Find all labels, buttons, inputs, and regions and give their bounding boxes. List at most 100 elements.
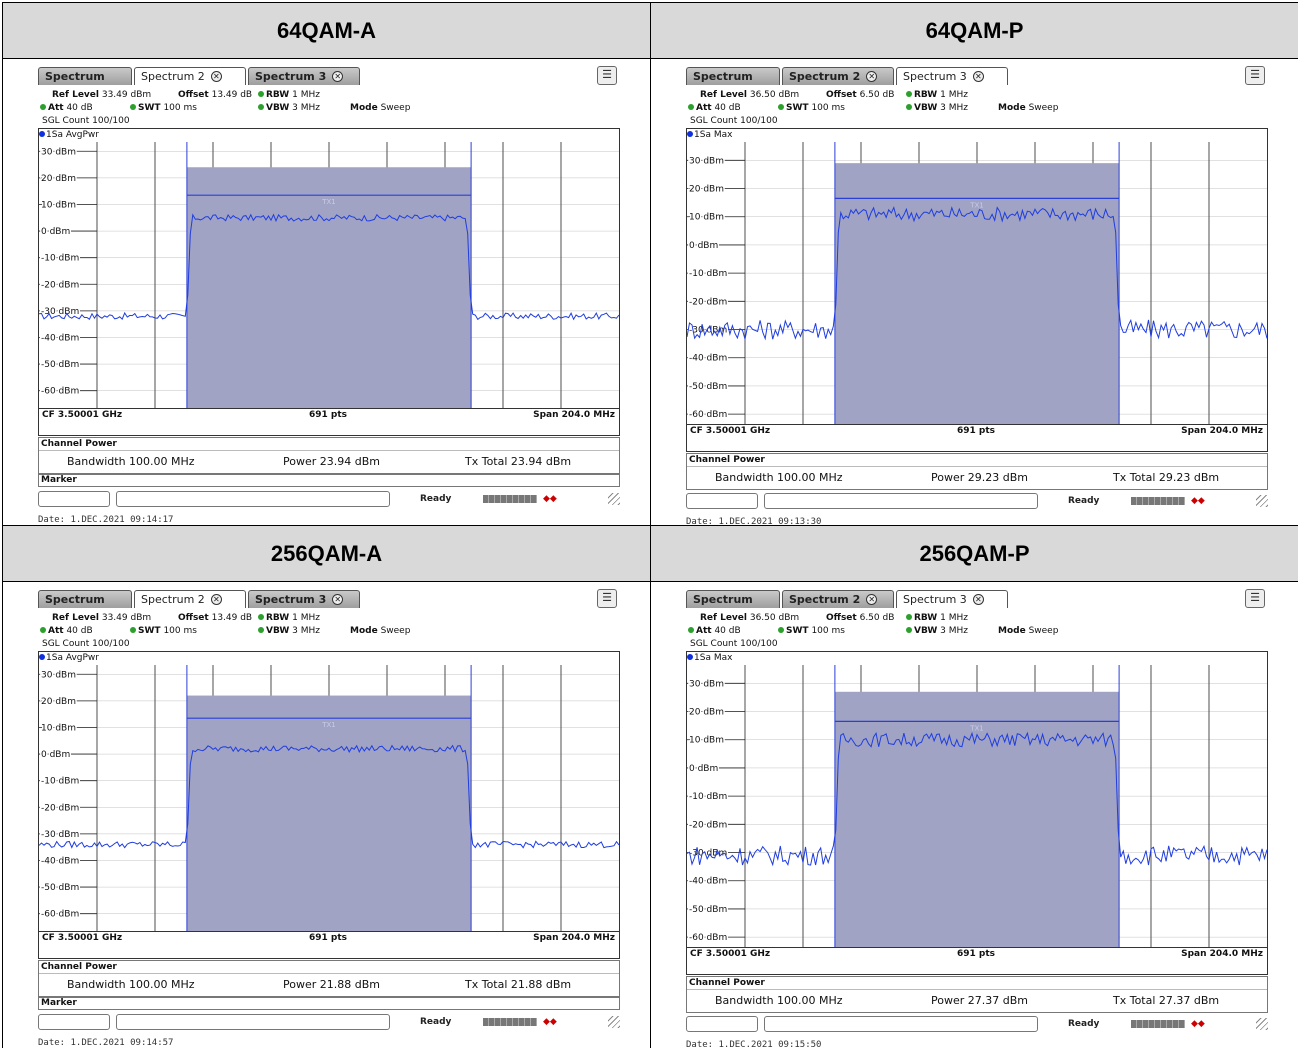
- input-field-left[interactable]: [686, 493, 758, 509]
- resize-grip-icon[interactable]: [608, 493, 620, 505]
- tab-label: Spectrum: [45, 69, 105, 83]
- input-field-main[interactable]: [116, 1014, 390, 1030]
- rbw: RBW 1 MHz: [258, 612, 320, 624]
- tab-spectrum-2[interactable]: Spectrum 2 ✕: [782, 590, 894, 608]
- close-icon[interactable]: ✕: [210, 594, 222, 605]
- measurement-settings: Ref Level 36.50 dBm Offset 6.50 dB RBW 1 M…: [686, 612, 1266, 651]
- sgl-count: SGL Count 100/100: [42, 639, 130, 649]
- trace-legend: 1Sa Max: [687, 130, 732, 140]
- close-icon[interactable]: ✕: [972, 71, 984, 82]
- vbw-value: 3 MHz: [940, 103, 968, 113]
- mode-value: Sweep: [380, 103, 411, 113]
- panel-header: 64QAM-P: [651, 3, 1298, 59]
- ref-level-label: Ref Level: [700, 90, 747, 100]
- channel-bandwidth-block: [186, 695, 472, 931]
- y-tick-label: -20 dBm: [41, 803, 79, 813]
- toolbar-menu-icon[interactable]: ☰: [1245, 66, 1265, 85]
- y-tick-label: 20 dBm: [689, 185, 724, 195]
- y-tick-label: -20 dBm: [689, 297, 727, 307]
- channel-power-title: Channel Power: [39, 438, 619, 451]
- ref-level: Ref Level 33.49 dBm: [52, 89, 151, 101]
- tab-spectrum-3[interactable]: Spectrum 3 ✕: [896, 590, 1008, 608]
- input-field-main[interactable]: [764, 493, 1038, 509]
- tab-spectrum-3[interactable]: Spectrum 3 ✕: [248, 590, 360, 608]
- close-icon[interactable]: ✕: [866, 594, 878, 605]
- offset-label: Offset: [178, 90, 209, 100]
- close-icon[interactable]: ✕: [332, 594, 344, 605]
- measurement-settings: Ref Level 33.49 dBm Offset 13.49 dB RBW 1 …: [38, 89, 618, 128]
- y-tick-label: -40 dBm: [41, 856, 79, 866]
- panel-64qam-a: 64QAM-A Spectrum Spectrum 2 ✕ Spectrum 3 ✕ ☰ Re…: [3, 3, 650, 525]
- y-tick-label: 0 dBm: [689, 764, 718, 774]
- vbw-label: VBW: [914, 103, 938, 113]
- progress-bar: [1131, 497, 1185, 505]
- tab-spectrum-3[interactable]: Spectrum 3 ✕: [248, 67, 360, 85]
- ref-level-value: 36.50 dBm: [749, 613, 800, 623]
- toolbar-menu-icon[interactable]: ☰: [597, 66, 617, 85]
- measurement-settings: Ref Level 33.49 dBm Offset 13.49 dB RBW 1 …: [38, 612, 618, 651]
- center-frequency: CF 3.50001 GHz: [42, 933, 123, 943]
- mode-value: Sweep: [1028, 103, 1059, 113]
- tab-spectrum-2[interactable]: Spectrum 2 ✕: [134, 67, 246, 85]
- tx-channel-label: TX1: [321, 198, 336, 206]
- rbw-value: 1 MHz: [292, 90, 320, 100]
- tab-bar: Spectrum Spectrum 2 ✕ Spectrum 3 ✕: [38, 67, 362, 85]
- att: Att 40 dB: [40, 625, 93, 637]
- input-field-left[interactable]: [686, 1016, 758, 1032]
- frequency-info-bar: CF 3.50001 GHz 691 pts Span 204.0 MHz: [687, 424, 1267, 437]
- input-field-main[interactable]: [764, 1016, 1038, 1032]
- resize-grip-icon[interactable]: [1256, 1018, 1268, 1030]
- vbw: VBW 3 MHz: [906, 102, 968, 114]
- input-field-left[interactable]: [38, 491, 110, 507]
- panel-header: 256QAM-P: [651, 526, 1298, 582]
- status-dot-icon: [778, 627, 784, 633]
- y-tick-label: 10 dBm: [41, 723, 76, 733]
- y-tick-label: -10 dBm: [689, 792, 727, 802]
- trace-legend-text: 1Sa AvgPwr: [46, 130, 99, 140]
- tab-spectrum-2[interactable]: Spectrum 2 ✕: [134, 590, 246, 608]
- rbw-value: 1 MHz: [292, 613, 320, 623]
- tab-bar: Spectrum Spectrum 2 ✕ Spectrum 3 ✕: [686, 590, 1010, 608]
- settings-row-3: SGL Count 100/100: [38, 115, 618, 128]
- tab-spectrum[interactable]: Spectrum: [686, 67, 780, 85]
- channel-power-values: Bandwidth 100.00 MHz Power 29.23 dBm Tx To…: [687, 467, 1267, 489]
- swt-value: 100 ms: [811, 103, 845, 113]
- tab-spectrum-3[interactable]: Spectrum 3 ✕: [896, 67, 1008, 85]
- span-value: Span 204.0 MHz: [533, 410, 615, 420]
- channel-power-panel: Channel Power Bandwidth 100.00 MHz Power 2…: [38, 437, 620, 474]
- offset-value: 13.49 dB: [211, 613, 253, 623]
- att-value: 40 dB: [714, 103, 741, 113]
- close-icon[interactable]: ✕: [210, 71, 222, 82]
- tab-label: Spectrum 2: [789, 592, 861, 606]
- input-field-main[interactable]: [116, 491, 390, 507]
- offset-label: Offset: [826, 613, 857, 623]
- y-tick-label: 10 dBm: [41, 200, 76, 210]
- center-frequency: CF 3.50001 GHz: [42, 410, 123, 420]
- ready-status: Ready: [1068, 496, 1100, 506]
- y-tick-label: 30 dBm: [689, 679, 724, 689]
- vbw-label: VBW: [914, 626, 938, 636]
- y-tick-label: -60 dBm: [41, 910, 79, 920]
- tab-spectrum-2[interactable]: Spectrum 2 ✕: [782, 67, 894, 85]
- tab-spectrum[interactable]: Spectrum: [686, 590, 780, 608]
- settings-row-1: Ref Level 33.49 dBm Offset 13.49 dB RBW 1 …: [38, 612, 618, 625]
- channel-power-values: Bandwidth 100.00 MHz Power 23.94 dBm Tx To…: [39, 451, 619, 473]
- tab-spectrum[interactable]: Spectrum: [38, 67, 132, 85]
- input-field-left[interactable]: [38, 1014, 110, 1030]
- rohde-schwarz-logo: ◆◆: [543, 494, 557, 504]
- sweep-points: 691 pts: [957, 426, 996, 436]
- att-label: Att: [696, 626, 712, 636]
- vbw-label: VBW: [266, 103, 290, 113]
- toolbar-menu-icon[interactable]: ☰: [1245, 589, 1265, 608]
- tab-spectrum[interactable]: Spectrum: [38, 590, 132, 608]
- close-icon[interactable]: ✕: [972, 594, 984, 605]
- toolbar-menu-icon[interactable]: ☰: [597, 589, 617, 608]
- close-icon[interactable]: ✕: [866, 71, 878, 82]
- y-tick-label: 0 dBm: [41, 227, 70, 237]
- close-icon[interactable]: ✕: [332, 71, 344, 82]
- ref-level: Ref Level 36.50 dBm: [700, 89, 799, 101]
- resize-grip-icon[interactable]: [608, 1016, 620, 1028]
- resize-grip-icon[interactable]: [1256, 495, 1268, 507]
- y-tick-label: -40 dBm: [689, 354, 727, 364]
- spectrum-trace: [39, 213, 619, 321]
